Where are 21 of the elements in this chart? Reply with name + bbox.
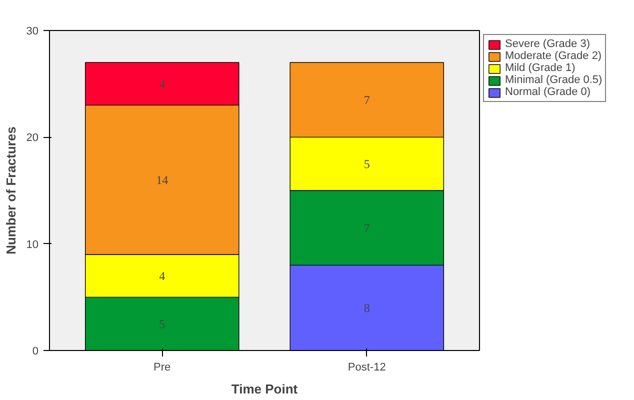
data-label: 5 — [159, 316, 166, 331]
legend-label: Moderate (Grade 2) — [505, 50, 602, 62]
data-label: 4 — [159, 268, 166, 283]
legend-label: Severe (Grade 3) — [505, 38, 590, 50]
y-axis-title: Number of Fractures — [3, 126, 18, 254]
data-label: 5 — [364, 156, 370, 171]
x-tick-label: Pre — [154, 362, 171, 374]
data-label: 14 — [156, 172, 168, 187]
y-tick-label: 30 — [26, 26, 39, 38]
y-tick-label: 0 — [32, 346, 39, 358]
legend-label: Normal (Grade 0) — [505, 86, 591, 98]
data-label: 7 — [364, 220, 370, 235]
legend-label: Mild (Grade 1) — [505, 62, 576, 74]
x-axis-title: Time Point — [231, 382, 298, 396]
y-tick-label: 10 — [26, 238, 39, 251]
x-tick-label: Post-12 — [348, 362, 386, 374]
data-label: 4 — [159, 76, 166, 91]
y-tick-label: 20 — [26, 132, 39, 144]
legend-label: Minimal (Grade 0.5) — [505, 74, 602, 86]
data-label: 7 — [364, 92, 370, 107]
data-label: 8 — [364, 300, 370, 315]
